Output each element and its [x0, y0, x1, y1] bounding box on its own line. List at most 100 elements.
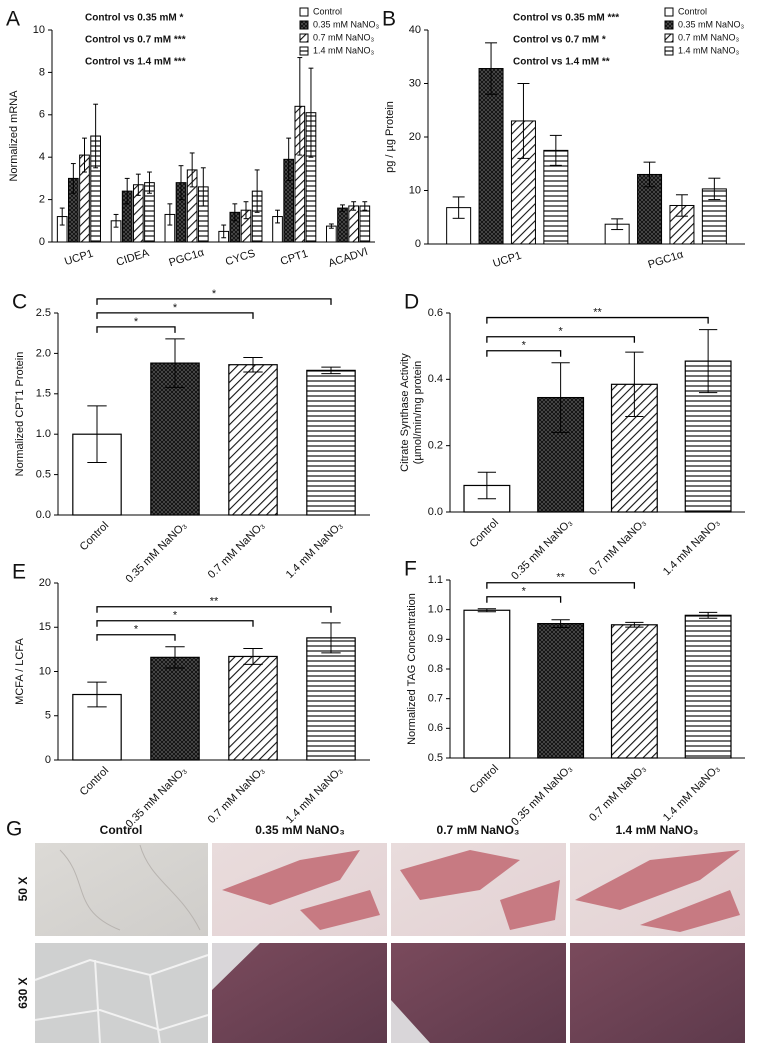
y-tick-label: 15	[39, 621, 51, 633]
y-tick-label: 10	[33, 24, 45, 36]
y-tick-label: 1.5	[36, 388, 51, 400]
x-tick-label: Control	[78, 765, 112, 799]
micrograph	[391, 943, 566, 1043]
y-tick-label: 4	[39, 151, 45, 163]
y-tick-label: 0	[45, 754, 51, 766]
y-tick-label: 1.0	[36, 428, 51, 440]
significance-label: *	[212, 288, 217, 300]
legend-swatch	[299, 33, 309, 43]
texture	[212, 943, 430, 1043]
y-tick-label: 6	[39, 109, 45, 121]
bar	[337, 207, 348, 243]
y-tick-label: 10	[409, 184, 421, 196]
panel-label: C	[12, 291, 27, 314]
x-tick-label: 1.4 mM NaNO₃	[284, 765, 345, 826]
significance-label: **	[593, 306, 602, 318]
legend-label: 1.4 mM NaNO₃	[313, 45, 375, 55]
y-axis-label: Normalized TAG Concentration	[406, 593, 418, 745]
bar	[359, 205, 371, 243]
x-tick-label: 0.7 mM NaNO₃	[206, 520, 267, 581]
y-tick-label: 0.5	[36, 469, 51, 481]
y-tick-label: 40	[409, 24, 421, 36]
y-axis-label: pg / µg Protein	[384, 101, 396, 173]
annotation: Control vs 0.7 mM *	[513, 35, 606, 46]
x-tick-label: CPT1	[279, 248, 309, 268]
y-tick-label: 0.6	[428, 307, 443, 319]
panel-label: A	[6, 8, 20, 31]
y-tick-label: 0.4	[428, 373, 443, 385]
annotation: Control vs 1.4 mM ***	[85, 57, 186, 68]
bar	[306, 369, 356, 516]
significance-bracket	[96, 312, 254, 319]
bar	[543, 149, 569, 245]
y-axis-label: Citrate Synthase Activity	[399, 353, 411, 472]
legend-swatch	[664, 7, 674, 17]
row-header: 630 X	[16, 977, 30, 1008]
column-header: 0.7 mM NaNO₃	[437, 823, 520, 837]
x-tick-label: PGC1α	[167, 246, 206, 269]
y-tick-label: 0.6	[428, 722, 443, 734]
legend-label: 1.4 mM NaNO₃	[678, 45, 740, 55]
x-tick-label: 0.7 mM NaNO₃	[206, 765, 267, 826]
bar	[348, 205, 360, 243]
x-tick-label: Control	[467, 763, 501, 797]
column-header: Control	[100, 823, 143, 837]
legend-label: 0.7 mM NaNO₃	[313, 32, 375, 42]
significance-label: *	[522, 340, 527, 352]
significance-label: **	[556, 572, 565, 584]
x-tick-label: 1.4 mM NaNO₃	[284, 520, 345, 581]
x-tick-label: ACADVl	[327, 246, 369, 270]
x-tick-label: CYCS	[224, 247, 257, 268]
significance-label: *	[173, 610, 178, 622]
texture	[575, 850, 740, 932]
x-tick-label: 0.35 mM NaNO₃	[123, 520, 189, 586]
legend-label: 0.7 mM NaNO₃	[678, 32, 740, 42]
y-tick-label: 2.0	[36, 347, 51, 359]
significance-label: *	[134, 624, 139, 636]
y-tick-label: 0.8	[428, 663, 443, 675]
annotation: Control vs 0.35 mM *	[85, 13, 183, 24]
significance-bracket	[96, 298, 332, 305]
significance-label: *	[558, 326, 563, 338]
legend-swatch	[664, 20, 674, 30]
y-tick-label: 0.5	[428, 752, 443, 764]
x-tick-label: 1.4 mM NaNO₃	[661, 763, 722, 824]
significance-bracket	[486, 582, 636, 589]
column-header: 0.35 mM NaNO₃	[255, 823, 345, 837]
significance-bracket	[96, 326, 176, 333]
x-tick-label: PGC1α	[647, 248, 686, 271]
bar	[150, 656, 200, 761]
bar	[228, 655, 278, 761]
x-tick-label: Control	[78, 520, 112, 554]
micrograph	[35, 843, 208, 936]
y-tick-label: 30	[409, 77, 421, 89]
legend-swatch	[664, 46, 674, 56]
y-tick-label: 20	[409, 131, 421, 143]
legend-swatch	[664, 33, 674, 43]
x-tick-label: UCP1	[491, 250, 523, 270]
y-tick-label: 2.5	[36, 307, 51, 319]
legend-label: 0.35 mM NaNO₃	[313, 19, 380, 29]
y-tick-label: 0	[39, 236, 45, 248]
y-tick-label: 0.7	[428, 693, 443, 705]
bar	[306, 637, 356, 761]
texture	[400, 850, 560, 930]
significance-bracket	[96, 620, 254, 627]
y-tick-label: 1.1	[428, 574, 443, 586]
row-header: 50 X	[16, 877, 30, 902]
significance-label: *	[173, 302, 178, 314]
y-tick-label: 0	[415, 238, 421, 250]
texture	[222, 850, 380, 930]
x-tick-label: CIDEA	[115, 247, 151, 269]
significance-label: *	[134, 316, 139, 328]
x-tick-label: 0.35 mM NaNO₃	[123, 765, 189, 831]
micrograph	[35, 943, 208, 1043]
y-tick-label: 0.2	[428, 440, 443, 452]
legend-swatch	[299, 46, 309, 56]
panel-label: B	[382, 8, 396, 31]
bar	[228, 364, 278, 516]
significance-bracket	[486, 350, 562, 357]
significance-bracket	[486, 596, 562, 603]
annotation: Control vs 0.7 mM ***	[85, 35, 186, 46]
y-tick-label: 8	[39, 66, 45, 78]
